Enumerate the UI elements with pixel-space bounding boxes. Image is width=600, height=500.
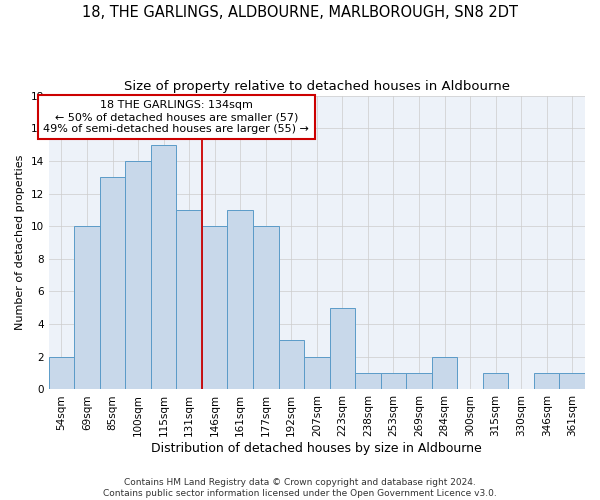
Text: 18 THE GARLINGS: 134sqm
← 50% of detached houses are smaller (57)
49% of semi-de: 18 THE GARLINGS: 134sqm ← 50% of detache… xyxy=(43,100,310,134)
Bar xyxy=(534,373,559,390)
Text: 18, THE GARLINGS, ALDBOURNE, MARLBOROUGH, SN8 2DT: 18, THE GARLINGS, ALDBOURNE, MARLBOROUGH… xyxy=(82,5,518,20)
Bar xyxy=(74,226,100,390)
Bar xyxy=(380,373,406,390)
Bar xyxy=(176,210,202,390)
Bar xyxy=(432,357,457,390)
Bar xyxy=(329,308,355,390)
Bar xyxy=(49,357,74,390)
Bar xyxy=(559,373,585,390)
Bar xyxy=(100,177,125,390)
X-axis label: Distribution of detached houses by size in Aldbourne: Distribution of detached houses by size … xyxy=(151,442,482,455)
Text: Contains HM Land Registry data © Crown copyright and database right 2024.
Contai: Contains HM Land Registry data © Crown c… xyxy=(103,478,497,498)
Y-axis label: Number of detached properties: Number of detached properties xyxy=(15,155,25,330)
Bar xyxy=(278,340,304,390)
Bar xyxy=(355,373,380,390)
Bar xyxy=(227,210,253,390)
Bar xyxy=(151,144,176,390)
Bar xyxy=(304,357,329,390)
Bar xyxy=(202,226,227,390)
Bar xyxy=(253,226,278,390)
Bar xyxy=(125,161,151,390)
Title: Size of property relative to detached houses in Aldbourne: Size of property relative to detached ho… xyxy=(124,80,510,93)
Bar xyxy=(483,373,508,390)
Bar xyxy=(406,373,432,390)
